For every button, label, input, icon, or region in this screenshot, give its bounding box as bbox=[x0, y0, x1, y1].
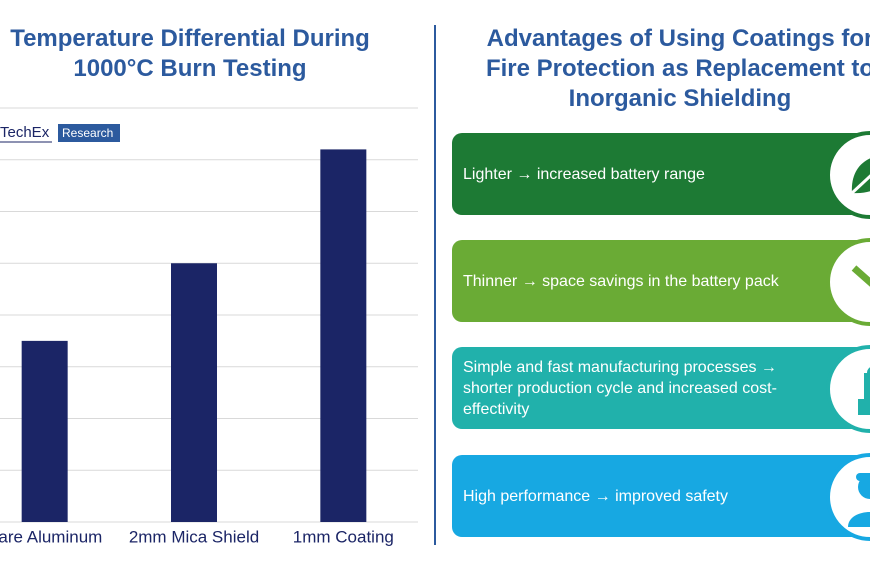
icon-graphic bbox=[858, 367, 870, 415]
advantage-icon bbox=[826, 238, 870, 326]
bar bbox=[21, 340, 68, 522]
icon-graphic bbox=[850, 158, 870, 195]
icon-graphic bbox=[851, 265, 870, 287]
advantage-card: Lighter → increased battery range bbox=[452, 133, 870, 215]
logo-tag: Research bbox=[62, 126, 113, 140]
x-tick-label: 1mm Coating bbox=[293, 527, 394, 546]
advantage-card: Simple and fast manufacturing processes … bbox=[452, 347, 870, 429]
advantage-icon bbox=[826, 131, 870, 219]
advantages-title: Advantages of Using Coatings for Fire Pr… bbox=[485, 25, 870, 112]
logo-brand: TechEx bbox=[0, 124, 50, 141]
advantage-card: Thinner → space savings in the battery p… bbox=[452, 240, 870, 322]
x-tick-label: Bare Aluminum bbox=[0, 527, 102, 546]
icon-graphic bbox=[848, 473, 870, 527]
advantage-icon bbox=[826, 345, 870, 433]
bar bbox=[320, 149, 367, 522]
x-tick-label: 2mm Mica Shield bbox=[129, 527, 259, 546]
chart-title: Temperature Differential During 1000°C B… bbox=[10, 25, 370, 82]
advantage-card: High performance → improved safety bbox=[452, 455, 870, 537]
bar bbox=[171, 263, 217, 522]
logo-box bbox=[58, 124, 120, 142]
advantage-icon bbox=[826, 453, 870, 541]
